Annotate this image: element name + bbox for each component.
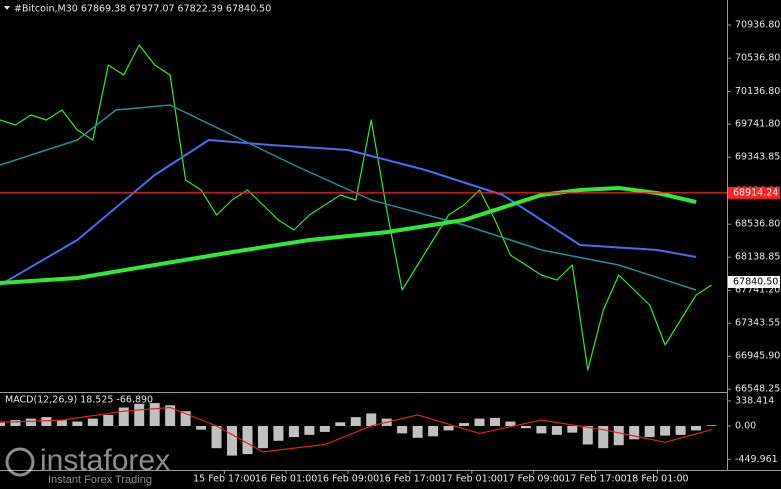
macd-bar [582,425,593,445]
macd-bar [397,425,408,434]
macd-bar [520,425,531,429]
watermark-brand: instaforex [40,444,170,477]
macd-bar [165,405,176,426]
x-tick-label: 15 Feb 17:00 [193,474,255,485]
macd-bar [273,425,284,441]
moving-average [0,186,697,285]
macd-bar [536,425,547,434]
macd-bar [505,421,516,426]
macd-bar [196,425,207,430]
macd-bar [319,425,330,432]
y-tick-label: 69343.85 [735,152,780,163]
macd-bar [0,421,5,426]
watermark-tagline: Instant Forex Trading [48,474,152,486]
y-tick-label: 70936.80 [735,19,780,30]
macd-bar [567,425,578,433]
x-tick-label: 16 Feb 01:00 [255,474,317,485]
macd-bar [56,420,67,426]
macd-bar [25,418,36,426]
macd-bar [211,425,222,449]
x-tick-label: 17 Feb 17:00 [564,474,626,485]
macd-bar [134,403,145,426]
macd-bar [443,425,454,431]
y-tick-label: 67343.55 [735,318,780,329]
y-tick-label: 68138.85 [735,252,780,263]
macd-bar [613,425,624,446]
macd-bar [10,420,21,426]
y-tick-label: 67741.20 [735,285,780,296]
y-tick-label: 66945.90 [735,351,780,362]
macd-bar [335,422,346,426]
y-tick-label: 338.414 [735,395,774,406]
macd-bar [304,425,315,435]
last-price-label: 67840.50 [733,276,778,287]
macd-bar [103,414,114,426]
y-tick-label: 66548.25 [735,384,780,395]
macd-bar [288,425,299,438]
macd-title: MACD(12,26,9) 18.525 -66.890 [5,395,153,406]
macd-bar [551,425,562,435]
macd-bar [706,425,717,426]
macd-bar [428,425,439,437]
macd-bar [257,425,268,449]
macd-bar [118,407,129,426]
macd-bar [227,425,238,456]
x-tick-label: 16 Feb 09:00 [317,474,379,485]
level-label: 68914.24 [733,187,778,198]
macd-bar [41,417,52,426]
moving-average [0,104,697,291]
macd-bar [474,418,485,426]
macd-bar [644,425,655,438]
last-price-box [728,275,780,288]
macd-signal [0,406,712,453]
macd-bar [412,425,423,438]
y-tick-label: 0.00 [735,420,756,431]
watermark-logo [5,447,35,477]
macd-bar [675,425,686,435]
y-tick-label: 70536.80 [735,53,780,64]
macd-bar [72,421,83,426]
macd-bar [629,425,640,440]
y-tick-label: 68536.80 [735,219,780,230]
chart-title: #Bitcoin,M30 67869.38 67977.07 67822.39 … [14,4,271,15]
level-label-box [728,186,780,199]
y-tick-label: 70136.80 [735,86,780,97]
price-line [0,44,712,371]
macd-bar [87,418,98,426]
macd-bar [242,425,253,455]
y-tick-label: -449.961 [735,454,778,465]
moving-average [0,139,697,286]
macd-bar [660,425,671,436]
x-tick-label: 17 Feb 09:00 [502,474,564,485]
x-tick-label: 17 Feb 01:00 [441,474,503,485]
macd-bar [489,417,500,426]
watermark: instaforex Instant Forex Trading [5,444,170,486]
macd-bar [180,411,191,426]
macd-bar [459,423,470,426]
macd-bar [149,403,160,426]
menu-arrow [4,6,10,10]
macd-bar [598,425,609,449]
x-tick-label: 18 Feb 01:00 [626,474,688,485]
macd-bar [691,425,702,431]
y-tick-label: 69741.80 [735,119,780,130]
macd-bar [366,413,377,426]
x-tick-label: 16 Feb 17:00 [379,474,441,485]
macd-bar [350,417,361,426]
